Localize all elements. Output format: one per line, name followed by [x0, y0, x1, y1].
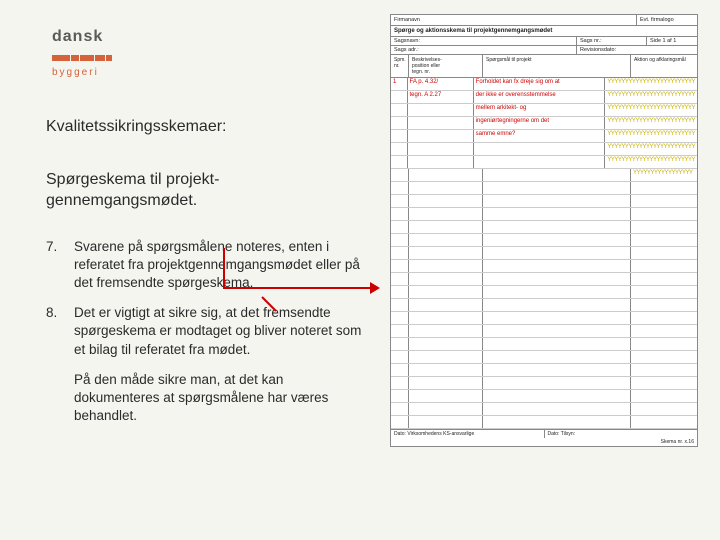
cell-a: ingeniørtegningerne om det — [474, 117, 606, 129]
table-row — [391, 234, 697, 247]
cell-y: YYYYYYYYYYYYYYYYYYYYYYYYY — [605, 91, 697, 103]
table-row — [391, 208, 697, 221]
table-row: YYYYYYYYYYYYYYYYY — [391, 169, 697, 182]
item-number: 7. — [46, 238, 74, 293]
table-row: tegn. A 2.27 der ikke er overensstemmels… — [391, 91, 697, 104]
cell-a: samme emne? — [474, 130, 606, 142]
cell-a: mellem arkitekt- og — [474, 104, 606, 116]
table-row — [391, 221, 697, 234]
table-row — [391, 390, 697, 403]
th: Spm. nr. — [391, 55, 409, 77]
table-row — [391, 338, 697, 351]
table-row — [391, 377, 697, 390]
table-row — [391, 312, 697, 325]
form-meta: Side 1 af 1 — [647, 37, 697, 45]
heading-1: Kvalitetssikringsskemaer: — [46, 118, 366, 136]
table-row — [391, 286, 697, 299]
th: Aktion og afklaringsmål — [631, 55, 697, 77]
cell-y: YYYYYYYYYYYYYYYYYYYYYYYYY — [605, 130, 697, 142]
cell-y: YYYYYYYYYYYYYYYYY — [631, 169, 697, 181]
form-sheet: Firmanavn Evt. firmalogo Spørge og aktio… — [390, 14, 698, 447]
table-row: YYYYYYYYYYYYYYYYYYYYYYYYY — [391, 156, 697, 169]
arrow-red-2 — [260, 295, 280, 315]
table-row — [391, 403, 697, 416]
form-meta: Sagsnavn: — [391, 37, 577, 45]
table-row — [391, 260, 697, 273]
cell-y: YYYYYYYYYYYYYYYYYYYYYYYYY — [605, 156, 697, 168]
arrow-red-1 — [222, 246, 382, 296]
heading-2: Spørgeskema til projekt-gennemgangsmødet… — [46, 170, 366, 212]
cell-y: YYYYYYYYYYYYYYYYYYYYYYYYY — [605, 117, 697, 129]
item-text: Det er vigtigt at sikre sig, at det frem… — [74, 304, 366, 359]
table-row — [391, 351, 697, 364]
logo-top: dansk — [52, 28, 113, 46]
table-row — [391, 182, 697, 195]
cell-q: FA p. 4.32/ — [408, 78, 474, 90]
logo: dansk byggeri — [52, 28, 113, 78]
cell-y: YYYYYYYYYYYYYYYYYYYYYYYYY — [605, 78, 697, 90]
th: Spørgsmål til projekt — [483, 55, 631, 77]
cell-a: der ikke er overensstemmelse — [474, 91, 606, 103]
table-row — [391, 273, 697, 286]
table-row: ingeniørtegningerne om det YYYYYYYYYYYYY… — [391, 117, 697, 130]
th: Beskrivelses-position ellertegn. nr. — [409, 55, 483, 77]
table-row: 1 FA p. 4.32/ Forholdet kan fx dreje sig… — [391, 78, 697, 91]
list-item: 8. Det er vigtigt at sikre sig, at det f… — [46, 304, 366, 359]
form-footer-2: Skema nr. x.16 — [391, 438, 697, 446]
table-row: samme emne? YYYYYYYYYYYYYYYYYYYYYYYYY — [391, 130, 697, 143]
form-header-right: Evt. firmalogo — [637, 15, 697, 25]
table-row: YYYYYYYYYYYYYYYYYYYYYYYYY — [391, 143, 697, 156]
foot-cell: Dato: Virksomhedens KS-ansvarlige — [391, 430, 545, 438]
cell-q: tegn. A 2.27 — [408, 91, 474, 103]
cell-y: YYYYYYYYYYYYYYYYYYYYYYYYY — [605, 143, 697, 155]
table-row — [391, 247, 697, 260]
table-row — [391, 325, 697, 338]
cell-a: Forholdet kan fx dreje sig om at — [474, 78, 606, 90]
form-meta: Sags adr.: — [391, 46, 577, 54]
form-footer: Dato: Virksomhedens KS-ansvarlige Dato: … — [391, 429, 697, 438]
table-row: mellem arkitekt- og YYYYYYYYYYYYYYYYYYYY… — [391, 104, 697, 117]
form-header-left: Firmanavn — [391, 15, 637, 25]
logo-bars — [52, 48, 113, 66]
foot-cell: Dato: Tilsyn: — [545, 430, 698, 438]
table-row — [391, 299, 697, 312]
item-number: 8. — [46, 304, 74, 359]
form-meta: Sags nr.: — [577, 37, 647, 45]
cell-y: YYYYYYYYYYYYYYYYYYYYYYYYY — [605, 104, 697, 116]
table-row — [391, 364, 697, 377]
table-body: 1 FA p. 4.32/ Forholdet kan fx dreje sig… — [391, 78, 697, 182]
table-head: Spm. nr. Beskrivelses-position ellertegn… — [391, 55, 697, 78]
table-row — [391, 195, 697, 208]
cell-num: 1 — [391, 78, 408, 90]
form-meta: Revisionsdato: — [577, 46, 697, 54]
related-text: På den måde sikre man, at det kan dokume… — [74, 371, 366, 426]
form-title: Spørge og aktionsskema til projektgennem… — [391, 26, 697, 36]
logo-sub: byggeri — [52, 67, 113, 78]
table-row — [391, 416, 697, 429]
